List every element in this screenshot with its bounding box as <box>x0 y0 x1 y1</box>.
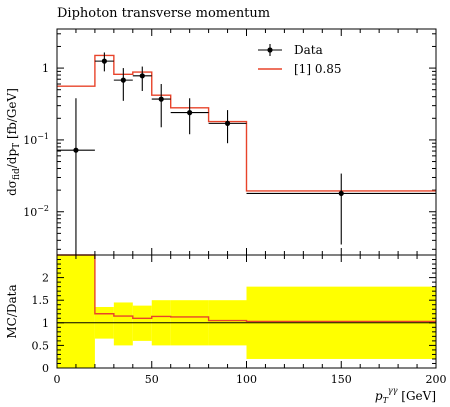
y-tick-label: 10−1 <box>23 132 49 147</box>
y-tick-label: 1 <box>42 62 49 75</box>
main-y-ticks: 10−2 10−1 1 <box>23 33 436 250</box>
main-panel: 10−2 10−1 1 Data [1] 0.85 dσfid/dpT [fb/GeV… <box>5 28 437 277</box>
data-point <box>187 110 193 116</box>
data-point <box>73 147 79 153</box>
data-point <box>158 96 164 102</box>
legend: Data [1] 0.85 <box>258 43 342 76</box>
legend-label-mc: [1] 0.85 <box>294 62 342 76</box>
ratio-ticks: 0 0.5 1 1.5 2 0 50 100 150 200 <box>32 29 447 386</box>
x-tick-label: 0 <box>54 373 61 386</box>
x-tick-label: 50 <box>145 373 159 386</box>
main-series <box>57 52 436 277</box>
ratio-y-tick-label: 2 <box>42 272 49 285</box>
ratio-y-tick-label: 0.5 <box>32 339 50 352</box>
data-point <box>338 190 344 197</box>
ratio-y-tick-label: 1 <box>42 317 49 330</box>
data-point <box>120 77 126 83</box>
ratio-band-segment <box>57 255 95 368</box>
ratio-y-axis-label: MC/Data <box>5 284 19 338</box>
ratio-mc-line <box>57 254 436 323</box>
x-axis-label: pTγγ [GeV] <box>375 386 436 405</box>
ratio-series <box>57 254 436 324</box>
main-y-axis-label: dσfid/dpT [fb/GeV] <box>5 88 22 196</box>
ratio-y-tick-label: 0 <box>42 362 49 375</box>
data-point <box>224 120 231 126</box>
x-tick-label: 200 <box>426 373 447 386</box>
data-point <box>139 73 145 79</box>
x-tick-label: 100 <box>236 373 257 386</box>
ratio-y-tick-label: 1.5 <box>32 294 50 307</box>
legend-label-data: Data <box>294 43 323 57</box>
x-tick-label: 150 <box>331 373 352 386</box>
chart-title: Diphoton transverse momentum <box>57 6 270 21</box>
y-tick-label: 10−2 <box>23 204 49 219</box>
legend-data-marker <box>267 47 273 53</box>
ratio-band-segment <box>113 302 133 346</box>
ratio-uncertainty-band <box>57 255 436 368</box>
ratio-panel: 0 0.5 1 1.5 2 0 50 100 150 200 MC/Data pTγγ [GeV] <box>5 29 447 405</box>
data-point <box>101 58 107 64</box>
ratio-plot-frame <box>56 254 437 369</box>
